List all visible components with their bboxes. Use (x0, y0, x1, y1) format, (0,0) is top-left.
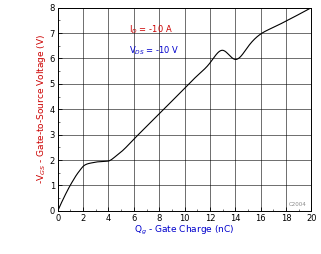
Text: V$_{DS}$ = -10 V: V$_{DS}$ = -10 V (129, 44, 179, 57)
Text: C2004: C2004 (289, 202, 306, 207)
Text: I$_D$ = -10 A: I$_D$ = -10 A (129, 24, 172, 36)
X-axis label: Q$_g$ - Gate Charge (nC): Q$_g$ - Gate Charge (nC) (134, 224, 235, 237)
Y-axis label: -V$_{GS}$ - Gate-to-Source Voltage (V): -V$_{GS}$ - Gate-to-Source Voltage (V) (35, 34, 48, 184)
